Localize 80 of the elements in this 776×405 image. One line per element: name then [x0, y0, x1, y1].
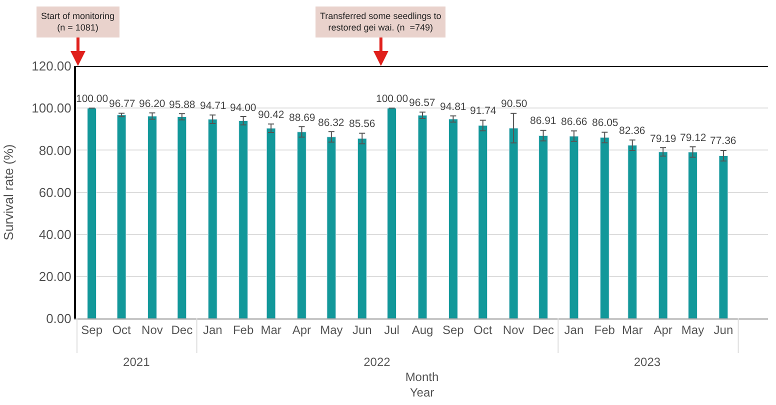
bar: [266, 128, 276, 319]
x-tick-label: Oct: [112, 322, 132, 337]
bar: [177, 116, 187, 319]
bar: [87, 108, 97, 319]
x-tick-label: Sep: [442, 322, 464, 337]
data-label: 96.57: [409, 97, 436, 109]
data-label: 95.88: [169, 99, 196, 111]
x-tick-label: Dec: [171, 322, 193, 337]
bar: [448, 118, 458, 319]
bar: [718, 155, 728, 319]
x-tick-label: Jan: [564, 322, 584, 337]
y-tick-label: 40.00: [38, 226, 72, 242]
x-tick-label: Feb: [232, 322, 254, 337]
data-label: 94.71: [200, 100, 226, 112]
bar: [508, 128, 518, 319]
x-axis-title: Month Year: [405, 370, 439, 400]
x-tick-label: Sep: [81, 322, 103, 337]
bar: [148, 116, 157, 319]
bar: [658, 152, 668, 319]
x-tick-label: Jan: [202, 322, 222, 337]
bar: [569, 136, 579, 319]
bar: [628, 144, 638, 319]
x-tick-label: Jun: [714, 322, 734, 337]
bar: [116, 114, 126, 319]
data-label: 88.69: [289, 112, 316, 124]
x2-tick-label: 2022: [364, 355, 391, 369]
x-tick-label: Apr: [654, 322, 672, 337]
bar: [600, 137, 610, 319]
x-tick-label: Dec: [532, 322, 554, 337]
x-tick-label: Nov: [142, 322, 163, 337]
data-label: 86.32: [318, 117, 344, 129]
x-tick-label: Mar: [622, 322, 643, 337]
x2-tick-label: 2021: [123, 355, 150, 369]
x-tick-label: Aug: [412, 322, 434, 337]
data-label: 96.77: [109, 98, 136, 110]
data-label: 86.91: [530, 115, 556, 127]
data-label: 90.50: [501, 98, 528, 110]
data-label: 86.66: [561, 116, 588, 128]
x-tick-label: Jun: [352, 322, 372, 337]
bar: [688, 152, 698, 319]
data-label: 86.05: [592, 117, 618, 129]
y-tick-label: 0.00: [46, 311, 72, 326]
bar: [357, 138, 367, 319]
ref-line-label: Start of monitoring (n = 1081): [41, 11, 115, 33]
data-label: 79.19: [650, 133, 676, 145]
y-axis-title: Survival rate (%): [1, 144, 16, 240]
data-label: 100.00: [376, 93, 408, 105]
x-tick-label: May: [681, 322, 704, 337]
ref-line-label: Transferred some seedlings to restored gei wai. (n =749): [320, 11, 442, 33]
x-tick-label: Oct: [474, 322, 493, 337]
y-tick-label: 100.00: [32, 100, 72, 116]
data-label: 79.12: [680, 132, 706, 144]
x-tick-label: Feb: [594, 322, 616, 337]
bar: [538, 135, 548, 319]
y-tick-label: 20.00: [38, 269, 72, 284]
bar: [297, 132, 306, 319]
data-label: 85.56: [349, 118, 376, 130]
x-tick-label: Nov: [502, 322, 524, 337]
data-label: 94.00: [230, 102, 256, 114]
x-tick-label: Jul: [384, 322, 400, 337]
y-tick-label: 60.00: [38, 184, 72, 200]
y-tick-label: 120.00: [32, 58, 72, 74]
y-tick-label: 80.00: [38, 142, 72, 158]
bar: [387, 108, 397, 319]
x-tick-label: Apr: [292, 322, 312, 337]
x-tick-label: May: [320, 322, 343, 337]
bar: [478, 125, 488, 319]
bar: [326, 136, 336, 319]
data-label: 82.36: [619, 125, 646, 137]
x2-tick-label: 2023: [634, 355, 661, 369]
data-label: 100.00: [76, 93, 108, 105]
x-tick-label: Mar: [260, 322, 282, 337]
data-label: 94.81: [440, 101, 466, 113]
bar: [238, 120, 248, 319]
data-label: 91.74: [470, 105, 496, 117]
data-label: 77.36: [710, 135, 736, 147]
bar: [418, 115, 428, 319]
data-label: 96.20: [139, 98, 166, 110]
bar: [208, 118, 218, 319]
data-label: 90.42: [258, 109, 284, 121]
